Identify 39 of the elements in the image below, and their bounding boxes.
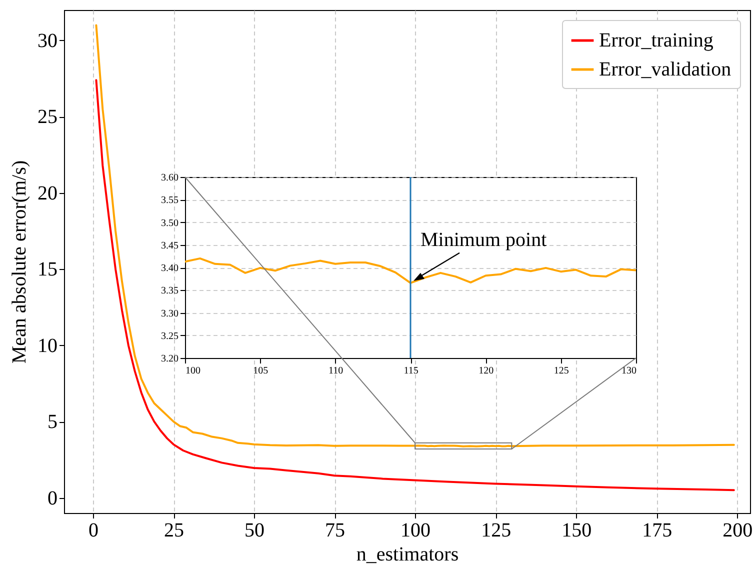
y-tick-label: 3.60 [161, 172, 178, 184]
x-tick-label: 175 [642, 520, 672, 542]
y-tick-label: 3.25 [161, 330, 178, 342]
annotation: Minimum point [420, 228, 548, 251]
y-tick-label: 25 [38, 106, 58, 128]
line-series [185, 257, 636, 284]
x-tick-label: 150 [562, 520, 592, 542]
x-tick-label: 130 [622, 366, 636, 376]
legend-label: Error_validation [599, 58, 732, 80]
y-tick-label: 3.20 [161, 354, 178, 364]
x-tick-label: 100 [186, 366, 200, 376]
y-tick-label: 3.30 [161, 308, 178, 320]
line-series [95, 79, 735, 492]
x-tick-label: 110 [328, 366, 344, 376]
legend-label: Error_training [599, 30, 714, 52]
x-tick-label: 115 [404, 366, 418, 376]
y-tick-label: 15 [38, 258, 58, 281]
y-tick-label: 30 [38, 30, 58, 52]
y-tick-label: 3.50 [161, 218, 178, 229]
x-tick-label: 50 [244, 520, 265, 542]
x-tick-label: 0 [88, 520, 98, 542]
y-tick-label: 5 [48, 411, 58, 434]
y-tick-label: 10 [38, 334, 58, 357]
y-tick-label: 0 [48, 487, 58, 510]
y-tick-label: 3.40 [161, 263, 178, 274]
x-tick-label: 75 [325, 520, 346, 542]
x-axis-title: n_estimators [356, 544, 459, 566]
line-series [95, 24, 735, 448]
y-axis-title: Mean absolute error(m/s) [8, 160, 30, 364]
x-tick-label: 200 [722, 520, 753, 542]
x-tick-label: 120 [478, 366, 494, 376]
y-tick-label: 20 [38, 182, 58, 204]
x-tick-label: 105 [253, 366, 268, 376]
x-tick-label: 125 [481, 520, 512, 542]
y-tick-label: 3.55 [161, 195, 178, 206]
x-tick-label: 125 [554, 366, 569, 376]
y-tick-label: 3.45 [161, 240, 178, 252]
x-tick-label: 100 [400, 520, 431, 542]
y-tick-label: 3.35 [161, 286, 178, 297]
